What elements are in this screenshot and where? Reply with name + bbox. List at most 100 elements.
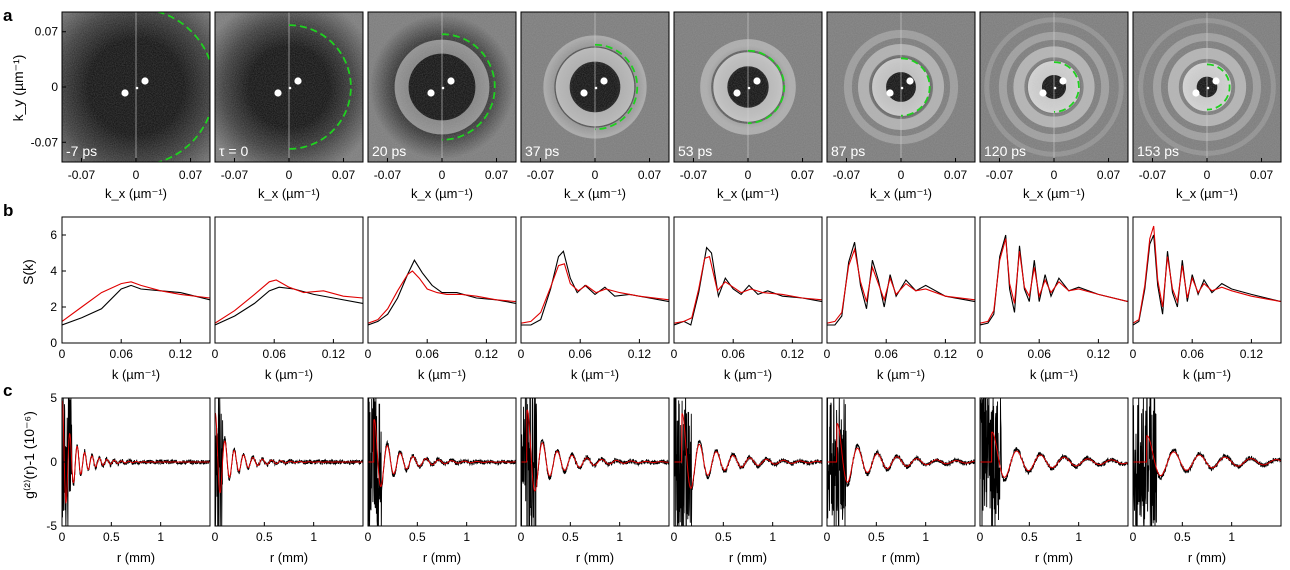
- panel-a-ylabel: k_y (µm⁻¹): [10, 55, 26, 122]
- sk-model-line: [1133, 225, 1281, 324]
- bright-spot: [906, 77, 914, 85]
- x-tick-label: 0.06: [263, 347, 287, 361]
- panel-a-images: -7 ps-0.07 0 0.07k_x (µm⁻¹)0.070-0.07τ = 0…: [31, 11, 1282, 201]
- image-frame-5: 53 ps -0.07 0 0.07 k_x (µm⁻¹): [673, 11, 823, 201]
- bright-spot: [753, 77, 761, 85]
- x-tick-label: 0: [977, 347, 984, 361]
- image-frame-6: 87 ps -0.07 0 0.07 k_x (µm⁻¹): [826, 11, 976, 201]
- x-tick-label: 1: [769, 530, 776, 544]
- x-tick-label: 0: [59, 347, 66, 361]
- y-tick-label: 0: [51, 80, 58, 94]
- g2-model-line: [980, 431, 1128, 478]
- g2-model-line: [521, 409, 669, 492]
- image-content-7: [980, 12, 1128, 162]
- x-tick-label: 0: [824, 347, 831, 361]
- bright-spot: [600, 77, 608, 85]
- x-tick-label: 0.5: [256, 530, 273, 544]
- x-tick-label: 0.06: [875, 347, 899, 361]
- frame-label: τ = 0: [219, 143, 248, 159]
- sk-plot-5: 0 0.06 0.12 k (µm⁻¹): [671, 216, 823, 382]
- x-tick-label: 0: [671, 347, 678, 361]
- guide-circle: [288, 24, 352, 150]
- x-tick-label: -0.07: [527, 168, 555, 182]
- sk-plot-2: 0 0.06 0.12 k (µm⁻¹): [212, 216, 364, 382]
- bright-spot: [1053, 86, 1057, 90]
- x-tick-label: 0.12: [322, 347, 346, 361]
- sk-measured-line: [674, 246, 822, 326]
- g2-axes-box: [826, 397, 976, 527]
- x-tick-label: 0.12: [169, 347, 193, 361]
- x-axis-label: k_x (µm⁻¹): [717, 186, 779, 201]
- sk-measured-line: [368, 259, 516, 326]
- x-axis-label: k_x (µm⁻¹): [1023, 186, 1085, 201]
- x-tick-label: 0.07: [1250, 168, 1274, 182]
- x-tick-label: -0.07: [986, 168, 1014, 182]
- x-tick-label: 0: [1051, 168, 1058, 182]
- x-tick-label: 0.12: [628, 347, 652, 361]
- x-tick-label: 0: [1130, 347, 1137, 361]
- image-content-8: [1133, 12, 1281, 162]
- bright-spot: [1059, 77, 1067, 85]
- panel-letter-c: c: [3, 381, 12, 400]
- bright-spot: [1206, 86, 1210, 90]
- x-tick-label: 0: [212, 347, 219, 361]
- panel-letter-a: a: [3, 6, 13, 25]
- x-tick-label: 0.5: [868, 530, 885, 544]
- g2-axes-box: [214, 397, 364, 527]
- bright-spot: [594, 86, 598, 90]
- image-frame-2: τ = 0 -0.07 0 0.07 k_x (µm⁻¹): [214, 11, 364, 201]
- x-tick-label: 0: [1130, 530, 1137, 544]
- bright-spot: [447, 77, 455, 85]
- bright-spot: [900, 86, 904, 90]
- x-axis-label: r (mm): [1035, 550, 1073, 565]
- bright-spot: [274, 89, 282, 97]
- x-tick-label: 0: [286, 168, 293, 182]
- sk-model-line: [368, 270, 516, 324]
- x-axis-label: k (µm⁻¹): [724, 367, 772, 382]
- x-tick-label: -0.07: [680, 168, 708, 182]
- bright-spot: [580, 89, 588, 97]
- g2-axes-box: [673, 397, 823, 527]
- x-tick-label: 0: [592, 168, 599, 182]
- x-axis-label: r (mm): [576, 550, 614, 565]
- sk-plot-1: 0 0.06 0.12 k (µm⁻¹) 0 2 4 6: [50, 216, 211, 382]
- bright-spot: [288, 86, 292, 90]
- bright-spot: [141, 77, 149, 85]
- x-tick-label: -0.07: [68, 168, 96, 182]
- x-tick-label: 0.5: [1021, 530, 1038, 544]
- x-axis-label: k_x (µm⁻¹): [1176, 186, 1238, 201]
- x-tick-label: 1: [616, 530, 623, 544]
- sk-plot-7: 0 0.06 0.12 k (µm⁻¹): [977, 216, 1129, 382]
- x-tick-label: 1: [310, 530, 317, 544]
- bright-spot: [294, 77, 302, 85]
- sk-model-line: [521, 263, 669, 324]
- g2-plot-1: 0 0.5 1r (mm)-505: [46, 391, 211, 565]
- bright-spot: [1212, 77, 1220, 85]
- g2-plot-5: 0 0.5 1r (mm): [671, 397, 823, 565]
- y-tick-label: 4: [50, 264, 57, 278]
- image-content-1: [62, 12, 210, 162]
- image-content-2: [215, 12, 363, 162]
- x-axis-label: k_x (µm⁻¹): [105, 186, 167, 201]
- x-tick-label: 0.06: [416, 347, 440, 361]
- x-tick-label: 0: [671, 530, 678, 544]
- bright-spot: [1192, 89, 1200, 97]
- x-tick-label: 0.06: [722, 347, 746, 361]
- image-frame-8: 153 ps -0.07 0 0.07 k_x (µm⁻¹): [1132, 11, 1282, 201]
- x-tick-label: 1: [463, 530, 470, 544]
- g2-model-line: [215, 412, 363, 494]
- g2-model-line: [62, 400, 210, 505]
- g2-plot-2: 0 0.5 1r (mm): [212, 397, 364, 565]
- g2-axes-box: [1132, 397, 1282, 527]
- guide-circle: [747, 49, 785, 125]
- bright-spot: [121, 89, 129, 97]
- sk-axes-box: [1132, 216, 1282, 344]
- sk-model-line: [62, 281, 210, 322]
- image-frame-4: 37 ps -0.07 0 0.07 k_x (µm⁻¹): [520, 11, 670, 201]
- g2-plot-4: 0 0.5 1r (mm): [518, 397, 670, 565]
- g2-measured-line: [521, 398, 669, 526]
- frame-label: 53 ps: [678, 143, 712, 159]
- x-tick-label: 0.5: [409, 530, 426, 544]
